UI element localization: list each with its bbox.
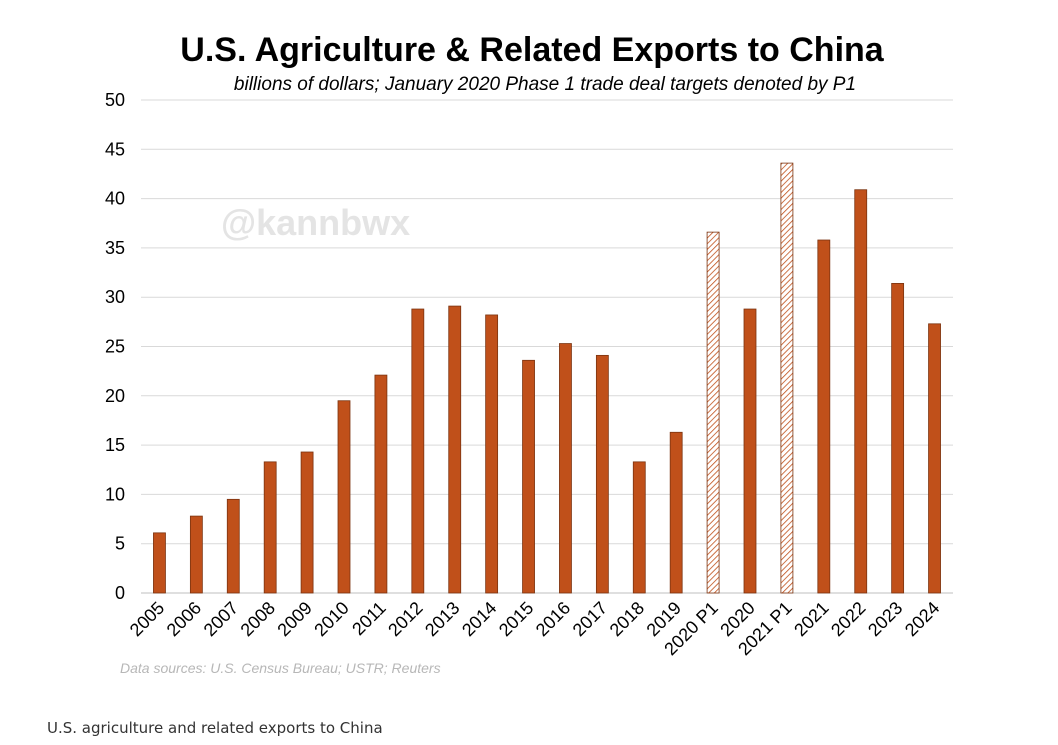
bar xyxy=(300,451,314,594)
x-tick-label: 2010 xyxy=(310,598,352,640)
bar xyxy=(448,305,462,594)
y-tick-label: 30 xyxy=(105,287,125,307)
y-tick-label: 15 xyxy=(105,435,125,455)
bar xyxy=(485,314,499,594)
x-tick-label: 2016 xyxy=(532,598,574,640)
x-tick-label: 2022 xyxy=(827,598,869,640)
bar xyxy=(522,359,535,594)
chart-title: U.S. Agriculture & Related Exports to Ch… xyxy=(180,31,884,69)
x-tick-label: 2006 xyxy=(163,598,205,640)
chart-subtitle: billions of dollars; January 2020 Phase … xyxy=(234,74,856,95)
y-tick-label: 50 xyxy=(105,90,125,110)
bar xyxy=(226,498,240,594)
watermark: @kannbwx xyxy=(221,202,410,243)
bar xyxy=(337,400,351,594)
y-tick-label: 45 xyxy=(105,139,125,159)
target-bar xyxy=(706,231,720,594)
bar xyxy=(743,308,757,594)
x-tick-label: 2011 xyxy=(348,598,390,640)
x-tick-label: 2017 xyxy=(569,598,611,640)
y-tick-label: 40 xyxy=(105,189,125,209)
y-tick-label: 0 xyxy=(115,583,125,603)
bar xyxy=(189,515,203,594)
y-tick-label: 5 xyxy=(115,534,125,554)
x-tick-label: 2018 xyxy=(606,598,648,640)
y-tick-label: 10 xyxy=(105,484,125,504)
bar xyxy=(411,308,425,594)
bars xyxy=(153,162,941,594)
target-bar xyxy=(780,162,794,594)
x-tick-label: 2014 xyxy=(458,598,500,640)
bar xyxy=(153,532,166,594)
y-axis: 0 5 10 15 20 25 30 35 40 45 50 xyxy=(105,90,125,603)
x-tick-label: 2009 xyxy=(273,598,315,640)
bar xyxy=(928,323,941,594)
bar xyxy=(817,239,831,594)
bar xyxy=(891,282,905,594)
x-tick-label: 2024 xyxy=(901,598,943,640)
x-tick-label: 2015 xyxy=(495,598,537,640)
x-tick-label: 2013 xyxy=(421,598,463,640)
x-tick-label: 2021 xyxy=(790,598,832,640)
x-tick-label: 2005 xyxy=(126,598,168,640)
x-tick-label: 2012 xyxy=(384,598,426,640)
bar xyxy=(669,431,683,594)
y-tick-label: 20 xyxy=(105,386,125,406)
bar xyxy=(263,461,277,594)
x-tick-label: 2007 xyxy=(200,598,242,640)
figure-caption: U.S. agriculture and related exports to … xyxy=(47,719,383,737)
y-tick-label: 25 xyxy=(105,337,125,357)
data-source: Data sources: U.S. Census Bureau; USTR; … xyxy=(120,660,441,676)
bar xyxy=(632,461,646,594)
x-tick-label: 2023 xyxy=(864,598,906,640)
y-tick-label: 35 xyxy=(105,238,125,258)
grid-lines xyxy=(141,99,953,594)
x-axis: 2005200620072008200920102011201220132014… xyxy=(126,598,944,660)
bar xyxy=(559,343,572,594)
bar xyxy=(595,354,609,594)
bar xyxy=(854,189,868,594)
x-tick-label: 2008 xyxy=(237,598,279,640)
bar xyxy=(374,374,388,594)
